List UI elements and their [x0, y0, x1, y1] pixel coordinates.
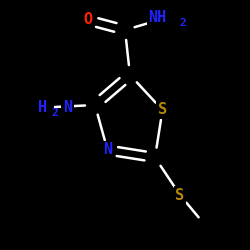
Text: O: O — [83, 12, 92, 28]
Text: S: S — [176, 188, 184, 202]
Text: NH: NH — [148, 10, 166, 25]
Text: 2: 2 — [52, 108, 59, 118]
Text: H: H — [38, 100, 48, 115]
Text: 2: 2 — [179, 18, 186, 28]
Text: S: S — [158, 102, 167, 118]
Text: N: N — [103, 142, 112, 158]
Text: N: N — [63, 100, 72, 115]
